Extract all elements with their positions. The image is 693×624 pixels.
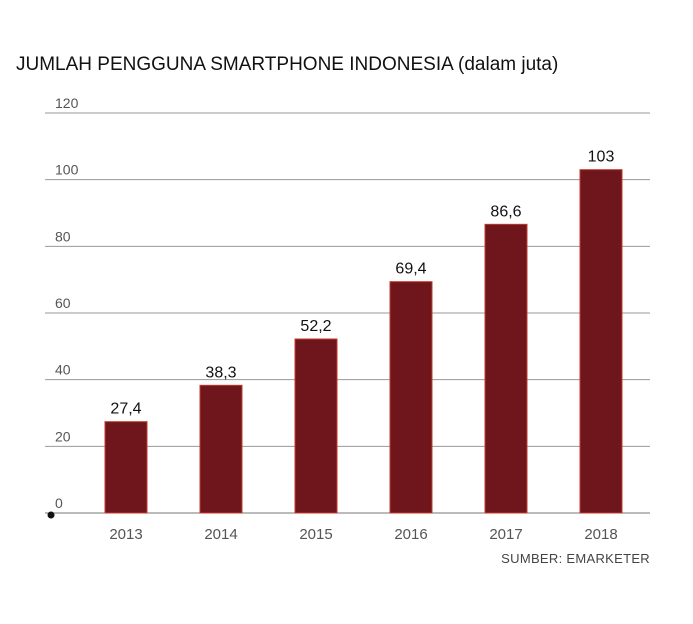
data-label-2014: 38,3	[205, 364, 236, 381]
source-note: SUMBER: EMARKETER	[501, 551, 650, 566]
bar-2013	[104, 421, 148, 514]
x-tick-label-2016: 2016	[394, 526, 427, 543]
data-label-2016: 69,4	[395, 261, 426, 278]
data-label-2013: 27,4	[110, 401, 141, 418]
x-tick-label-2018: 2018	[584, 526, 617, 543]
y-tick-label: 20	[55, 428, 71, 444]
bars	[104, 169, 623, 514]
x-tick-label-2013: 2013	[109, 526, 142, 543]
y-tick-label: 60	[55, 295, 71, 311]
data-label-2018: 103	[588, 149, 615, 166]
x-tick-label-2017: 2017	[489, 526, 522, 543]
bar-2018	[579, 169, 623, 514]
x-axis-ticks: 2013 2014 2015 2016 2017 2018	[109, 526, 617, 543]
data-label-2017: 86,6	[490, 203, 521, 220]
y-tick-label: 120	[55, 95, 79, 111]
bar-2015	[294, 338, 338, 514]
chart-title: JUMLAH PENGGUNA SMARTPHONE INDONESIA (da…	[16, 54, 559, 75]
bar-2017	[484, 223, 528, 514]
y-tick-label: 100	[55, 162, 79, 178]
origin-dot	[47, 511, 55, 519]
y-tick-label: 80	[55, 228, 71, 244]
data-labels: 27,4 38,3 52,2 69,4 86,6 103	[110, 149, 614, 418]
x-tick-label-2015: 2015	[299, 526, 332, 543]
bar-2016	[389, 281, 433, 514]
y-tick-label: 40	[55, 362, 71, 378]
bar-2014	[199, 384, 243, 514]
data-label-2015: 52,2	[300, 318, 331, 335]
gridlines	[45, 112, 650, 514]
y-tick-label: 0	[55, 495, 63, 511]
x-tick-label-2014: 2014	[204, 526, 237, 543]
y-axis-ticks: 0 20 40 60 80 100 120	[55, 95, 79, 511]
